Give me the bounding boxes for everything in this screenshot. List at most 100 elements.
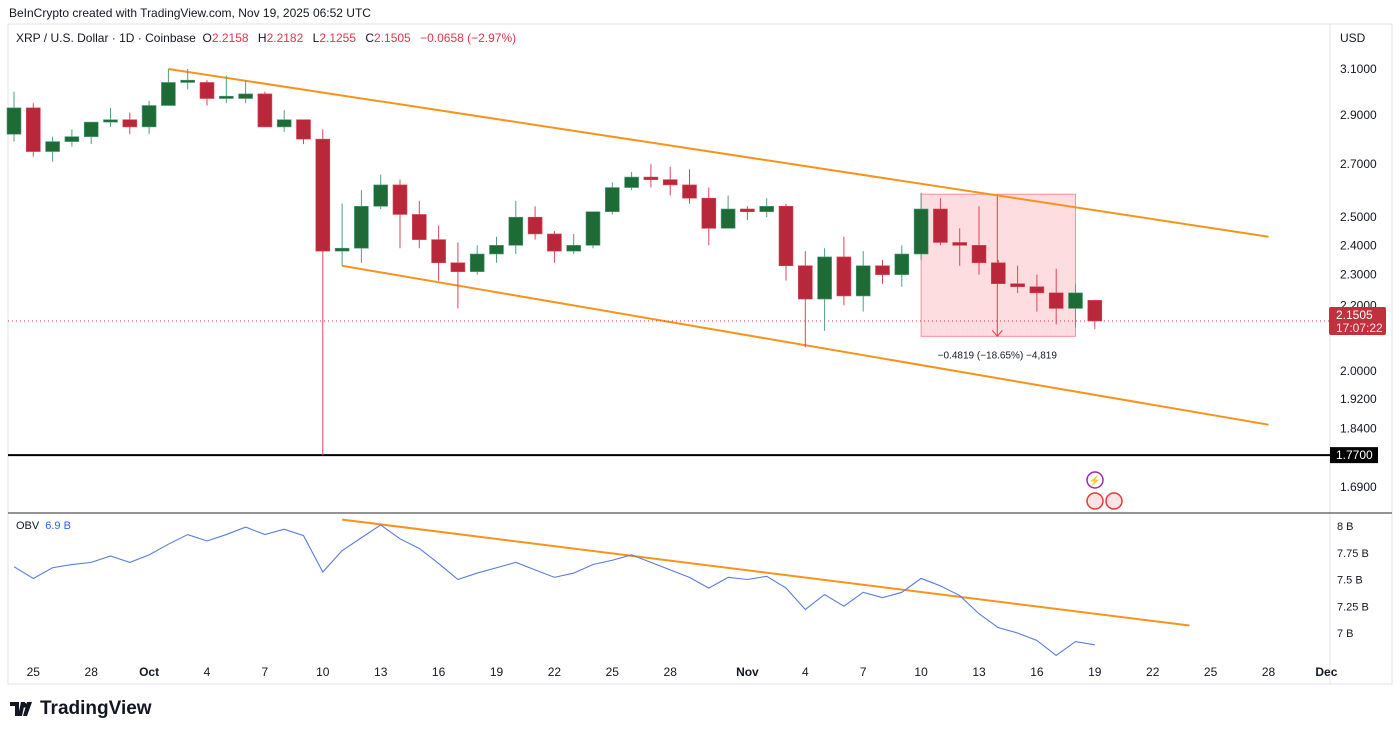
countdown-label: 17:07:22 [1336,321,1383,335]
high-value: 2.2182 [266,31,304,45]
candle-body [643,176,659,180]
candle [933,198,948,246]
candle [1068,283,1083,328]
candle [1029,274,1045,312]
candle [894,245,910,287]
axes: 3.10002.90002.70002.50002.40002.30002.20… [27,62,1386,679]
time-tick-label: 28 [664,665,678,679]
candle [257,91,273,128]
candle [25,103,41,157]
change-value: −0.0658 (−2.97%) [420,31,517,45]
price-tick-label: 2.5000 [1340,210,1377,224]
open-value: 2.2158 [211,31,249,45]
us-flag-event-icon[interactable] [1105,492,1123,510]
arrow-down-icon [991,330,1003,338]
candle [411,200,427,249]
obv-legend[interactable]: OBV 6.9 B [16,520,71,532]
upper-channel-trendline [168,68,1269,238]
price-tick-label: 2.7000 [1340,157,1377,171]
close-label: C [365,31,375,45]
open-label: O [202,31,212,45]
currency-button[interactable]: USD [1340,31,1366,45]
candle [566,233,582,255]
chart-frame [7,23,1393,685]
time-tick-label: 4 [204,665,211,679]
obv-trendline [341,518,1190,627]
time-tick-label: 28 [1262,665,1276,679]
candle-body [334,247,350,252]
candle-body [662,179,678,186]
time-tick-label: 10 [316,665,330,679]
candle [276,110,292,132]
candle [1087,299,1103,330]
candle [469,245,485,275]
candle-body [817,256,832,300]
obv-line [13,524,1095,657]
time-tick-label: 13 [972,665,986,679]
time-tick-label: 13 [374,665,388,679]
time-tick-label: 22 [548,665,562,679]
time-tick-label: 22 [1146,665,1160,679]
candle-body [276,119,292,128]
candle-body [1010,283,1025,288]
tradingview-logo-icon [10,702,32,716]
lightning-glyph-icon: ⚡ [1089,474,1101,487]
time-tick-label: Nov [736,665,759,679]
candle [778,203,794,281]
candle-body [894,253,910,275]
price-tick-label: 2.3000 [1340,268,1377,282]
time-tick-label: 19 [490,665,504,679]
candle [392,179,408,249]
candle-body [411,214,427,240]
candle [604,182,620,215]
candle-body [257,93,273,128]
candle-body [566,245,582,252]
candle [45,136,60,162]
candle-body [701,197,717,229]
obv-tick-label: 7.5 B [1337,575,1363,587]
candle [180,69,195,90]
candle-body [199,82,215,99]
us-flag-event-icon[interactable] [1086,492,1104,510]
candle-body [25,107,41,152]
candle-body [180,79,195,83]
candle-body [585,211,601,246]
candle [643,164,659,188]
price-tick-label: 3.1000 [1340,62,1377,76]
candle [624,171,639,191]
candle [373,174,389,209]
candle [1010,265,1025,293]
obv-tick-label: 8 B [1337,521,1354,533]
price-tick-label: 2.4000 [1340,238,1377,252]
time-tick-label: 19 [1088,665,1102,679]
candle [836,236,852,306]
lightning-event-icon[interactable] [1086,471,1104,489]
support-price-label: 1.7700 [1336,448,1373,462]
candle [296,119,311,145]
candle [682,169,697,204]
candle [431,225,446,281]
event-icons[interactable]: ⚡ [1086,471,1123,510]
close-value: 2.1505 [374,31,411,45]
time-tick-label: 16 [432,665,446,679]
symbol-name[interactable]: XRP / U.S. Dollar · 1D · Coinbase [16,31,196,45]
candle [64,129,80,147]
price-tick-label: 1.6900 [1340,480,1377,494]
time-tick-label: 4 [802,665,809,679]
candle [585,211,601,249]
time-tick-label: 25 [606,665,620,679]
support-price-badge [1330,447,1378,464]
candle-body [720,208,736,229]
candle-body [508,216,524,246]
candle-body [933,208,948,243]
candle-body [161,82,176,106]
time-tick-label: Dec [1315,665,1337,679]
tradingview-logo[interactable]: TradingView [10,698,152,720]
candle-body [238,93,253,99]
low-value: 2.1255 [319,31,357,45]
last-price-badge [1329,306,1386,335]
price-tick-label: 1.8400 [1340,421,1377,435]
candle [740,206,755,220]
candle-body [1087,300,1103,322]
